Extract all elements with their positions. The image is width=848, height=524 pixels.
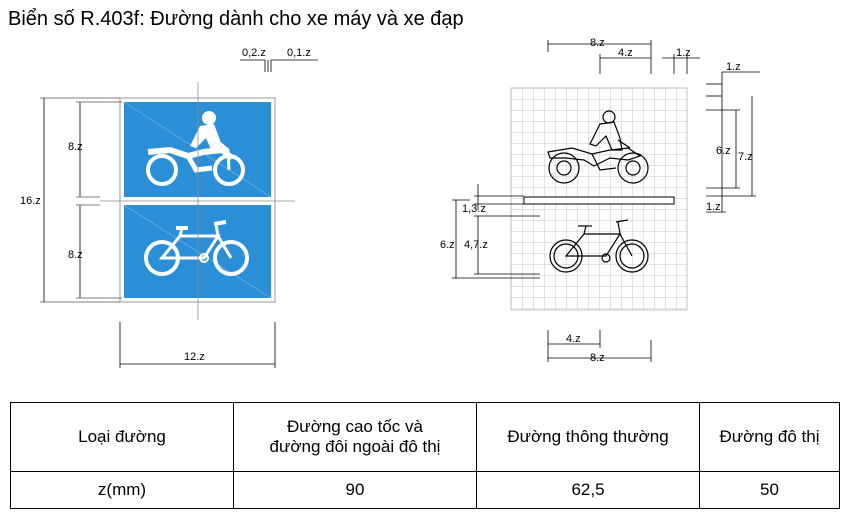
- table-header-cell: Đường thông thường: [476, 402, 700, 472]
- dim-bar-gap: 1,3.z: [462, 203, 486, 215]
- rider-outline-icon: [589, 110, 623, 151]
- dim-lower-half: 8.z: [68, 249, 83, 261]
- bicycle-outline-icon: [549, 219, 649, 273]
- sign-colored: [100, 82, 295, 320]
- dim-lower-inner: 4,7.z: [464, 239, 488, 251]
- right-dimension-labels: 8.z 4.z 1.z 1.z 6.z 7.z 1.z 1,3.z 6.z 4,…: [440, 37, 753, 364]
- dim-bottom-half: 4.z: [566, 333, 581, 345]
- divider-bar: [523, 196, 675, 205]
- dim-top-a: 0,2.z: [242, 47, 266, 59]
- table-header-row: Loại đường Đường cao tốc và đường đôi ng…: [10, 402, 840, 472]
- sign-grid: [510, 87, 688, 311]
- table-cell: z(mm): [10, 471, 234, 509]
- dim-total-height: 16.z: [20, 195, 41, 207]
- motorcycle-outline-icon: [547, 139, 649, 184]
- left-dimension-labels: 0,2.z 0,1.z 16.z 8.z 8.z 12.z: [20, 47, 311, 363]
- left-dimensions: [40, 59, 318, 368]
- page-title: Biển số R.403f: Đường dành cho xe máy và…: [8, 8, 464, 30]
- dim-width: 12.z: [184, 351, 205, 363]
- table-cell: 90: [233, 471, 477, 509]
- table-header-cell: Đường đô thị: [699, 402, 840, 472]
- bicycle-icon: [144, 220, 249, 276]
- table-header-line: Đường cao tốc và đường đôi ngoài đô thị: [269, 417, 441, 456]
- motorcycle-icon: [146, 138, 245, 186]
- table-header-cell: Đường cao tốc và đường đôi ngoài đô thị: [233, 402, 477, 472]
- dim-right-top-gap: 1.z: [676, 47, 691, 59]
- dim-bottom-width: 8.z: [590, 352, 605, 364]
- table-row: z(mm) 90 62,5 50: [10, 471, 840, 509]
- table-cell: 62,5: [476, 471, 700, 509]
- dimension-table: Loại đường Đường cao tốc và đường đôi ng…: [10, 402, 840, 509]
- dim-right-side-outer: 7.z: [738, 151, 753, 163]
- right-dimensions: [452, 40, 760, 362]
- dim-right-side-inner: 6.z: [716, 145, 731, 157]
- dim-right-side-bottom: 1.z: [706, 201, 721, 213]
- dim-right-side-top: 1.z: [726, 61, 741, 73]
- dim-top-b: 0,1.z: [287, 47, 311, 59]
- dim-upper-half: 8.z: [68, 141, 83, 153]
- table-cell: 50: [699, 471, 840, 509]
- dim-right-top-half: 4.z: [618, 47, 633, 59]
- table-header-cell: Loại đường: [10, 402, 234, 472]
- dim-right-top-width: 8.z: [590, 37, 605, 49]
- dim-lower-outer: 6.z: [440, 239, 455, 251]
